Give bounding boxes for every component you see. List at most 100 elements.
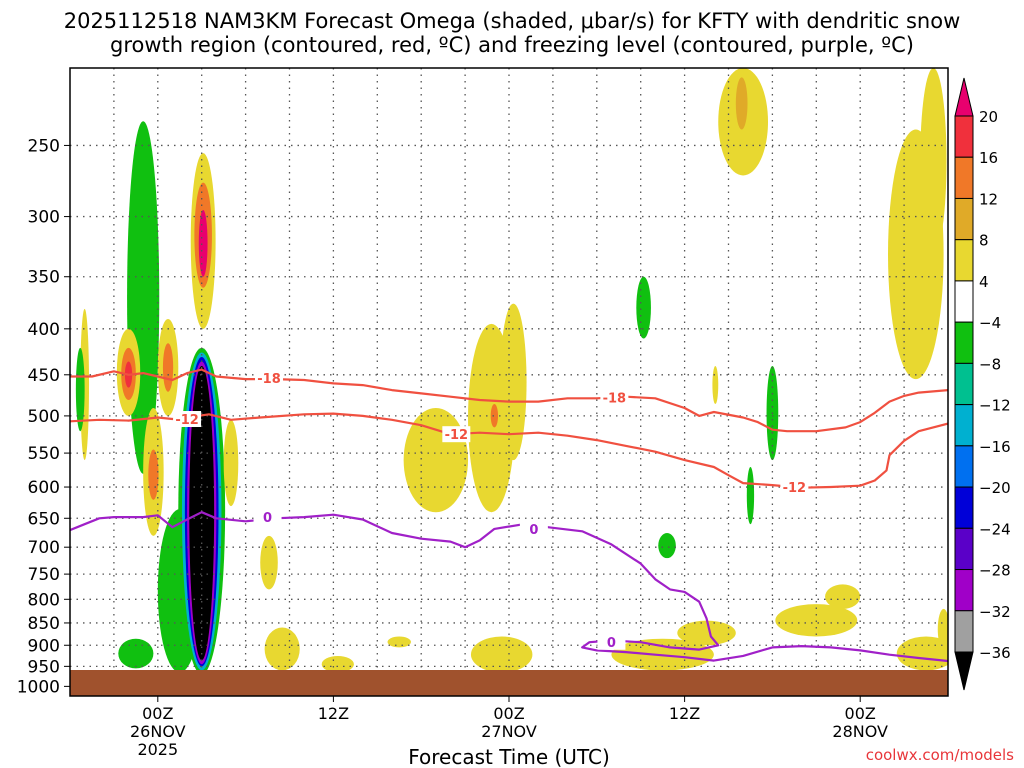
omega-region-28: [500, 303, 527, 461]
colorbar-label: 16: [979, 149, 998, 167]
contour-label-bg: [600, 389, 629, 406]
x-tick-label: 12Z: [669, 704, 700, 723]
y-tick-label: 650: [28, 509, 60, 529]
omega-region-44: [937, 608, 948, 650]
y-tick-label: 400: [28, 320, 60, 340]
colorbar-bin-11: [954, 527, 974, 571]
omega-region-19: [223, 419, 239, 507]
omega-region-33: [658, 533, 676, 559]
colorbar: 20 16 12 8 4 −4 −8 −12 −16 −20 −24 −28 −32 −36: [954, 77, 1011, 691]
colorbar-bin-3: [954, 197, 974, 241]
colorbar-bin-7: [954, 362, 974, 406]
y-tick-label: 550: [28, 444, 60, 464]
omega-region-38: [746, 467, 755, 525]
omega-region-22: [264, 627, 300, 671]
y-tick-label: 700: [28, 538, 60, 558]
contour-label: 0: [529, 523, 538, 538]
omega-region-36: [712, 366, 719, 405]
omega-region-7: [148, 449, 159, 500]
contour-label: -18: [257, 372, 281, 387]
colorbar-bin-12: [954, 569, 974, 612]
pressure-axis: 2503003504004505005506006507007508008509…: [17, 136, 70, 697]
y-tick-label: 250: [28, 136, 60, 156]
y-tick-label: 1000: [17, 677, 60, 697]
colorbar-label: −32: [979, 603, 1011, 621]
omega-region-23: [321, 655, 354, 673]
omega-region-30: [636, 276, 651, 339]
x-tick-label: 00Z: [493, 704, 524, 723]
x-tick-label: 12Z: [318, 704, 349, 723]
y-tick-label: 800: [28, 590, 60, 610]
colorbar-label: −24: [979, 520, 1011, 538]
x-tick-label: 00Z: [845, 704, 876, 723]
contour-m12: [70, 412, 948, 489]
omega-region-24: [387, 636, 411, 648]
colorbar-label: −12: [979, 397, 1011, 415]
contour-label: -18: [603, 392, 627, 407]
colorbar-bin-5: [954, 280, 974, 323]
x-tick-label: 00Z: [142, 704, 173, 723]
contour-label-bg: [780, 479, 809, 496]
colorbar-label: 4: [979, 273, 989, 291]
omega-region-9: [162, 343, 174, 392]
colorbar-bin-13: [954, 610, 974, 653]
y-tick-label: 450: [28, 366, 60, 386]
omega-region-35: [735, 77, 748, 130]
y-tick-label: 500: [28, 407, 60, 427]
colorbar-bin-6: [954, 321, 974, 364]
colorbar-label: 12: [979, 190, 998, 208]
y-tick-label: 900: [28, 636, 60, 656]
colorbar-label: −4: [979, 314, 1001, 332]
omega-shading: [75, 68, 948, 675]
omega-region-29: [470, 636, 533, 673]
colorbar-bin-1: [954, 115, 974, 158]
site-credit: coolwx.com/models: [865, 746, 1014, 764]
x-tick-label: 2025: [137, 740, 178, 759]
y-tick-label: 850: [28, 614, 60, 634]
colorbar-bin-4: [954, 239, 974, 282]
chart-title-line-2: growth region (contoured, red, ºC) and f…: [110, 33, 914, 57]
colorbar-top-arrow: [954, 77, 974, 117]
contour-label: 0: [263, 511, 272, 526]
chart-title-line-1: 2025112518 NAM3KM Forecast Omega (shaded…: [63, 9, 961, 33]
contour-m18: [70, 368, 948, 433]
ground-surface: [70, 670, 948, 696]
y-tick-label: 350: [28, 268, 60, 288]
colorbar-bin-2: [954, 156, 974, 199]
omega-region-12: [198, 210, 208, 277]
contour-label: -12: [445, 428, 469, 443]
omega-region-27: [490, 404, 499, 428]
colorbar-label: −16: [979, 438, 1011, 456]
contour-lines: -18 -18 -12 -12 -12 0 0 0: [70, 368, 948, 663]
x-tick-label: 27NOV: [481, 722, 537, 741]
colorbar-label: −8: [979, 355, 1001, 373]
colorbar-bin-9: [954, 445, 974, 488]
y-tick-label: 300: [28, 208, 60, 228]
y-tick-label: 950: [28, 657, 60, 677]
y-tick-label: 750: [28, 565, 60, 585]
contour-label-bg: [519, 520, 548, 537]
contour-label-bg: [597, 633, 626, 650]
colorbar-label: −36: [979, 644, 1011, 662]
omega-region-20: [118, 638, 154, 669]
omega-region-32: [677, 620, 736, 646]
omega-region-21: [260, 535, 278, 590]
contour-0: [70, 511, 948, 663]
contour-label-bg: [173, 411, 202, 428]
y-tick-label: 600: [28, 478, 60, 498]
omega-region-39: [775, 604, 858, 637]
contour-label-bg: [255, 370, 284, 387]
colorbar-label: 8: [979, 232, 989, 250]
omega-region-40: [825, 584, 861, 609]
colorbar-label: −20: [979, 479, 1011, 497]
colorbar-bin-8: [954, 404, 974, 447]
omega-region-42: [920, 68, 947, 254]
colorbar-bottom-arrow: [954, 651, 974, 691]
colorbar-label: 20: [979, 108, 998, 126]
omega-region-1: [75, 347, 85, 432]
contour-label: -12: [175, 413, 199, 428]
x-axis-label: Forecast Time (UTC): [408, 745, 610, 768]
colorbar-label: −28: [979, 562, 1011, 580]
